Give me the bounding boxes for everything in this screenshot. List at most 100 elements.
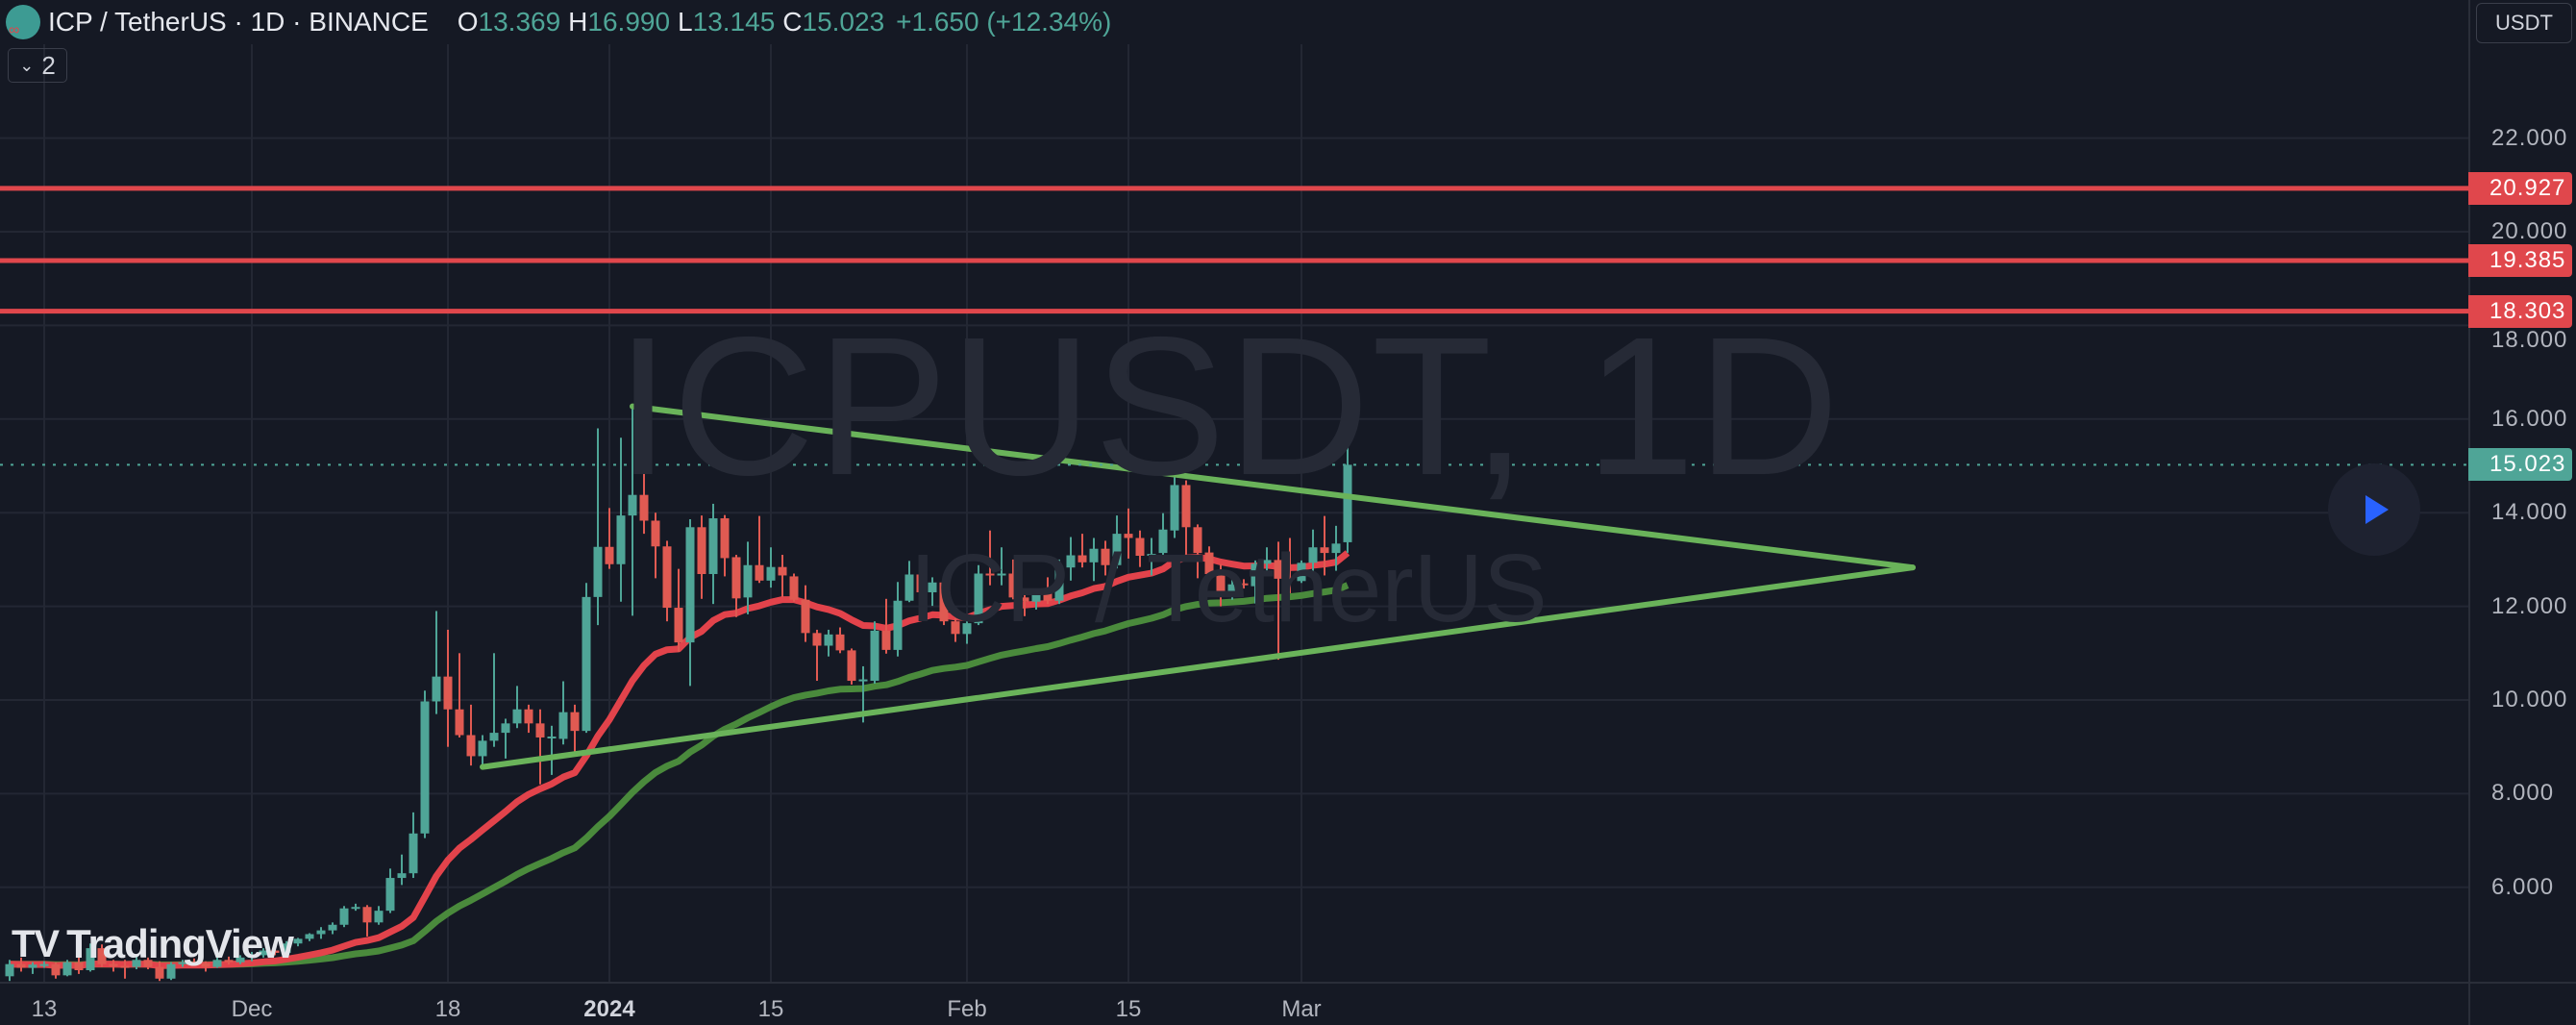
currency-button[interactable]: USDT xyxy=(2476,3,2572,43)
candle xyxy=(685,519,695,687)
candle xyxy=(39,961,49,968)
replay-button[interactable] xyxy=(2328,463,2420,556)
time-tick-label: 15 xyxy=(757,996,784,1022)
candle-body xyxy=(16,963,26,968)
candle-body xyxy=(374,911,384,923)
candle xyxy=(489,653,499,747)
candle-body xyxy=(1043,592,1053,601)
candle-body xyxy=(1308,547,1318,563)
candle xyxy=(1274,541,1283,661)
tradingview-logo[interactable]: TV TradingView xyxy=(12,921,294,967)
candle-body xyxy=(166,963,176,979)
candle-body xyxy=(132,960,141,967)
candle-body xyxy=(316,930,326,935)
candle-body xyxy=(1008,573,1018,598)
candle-body xyxy=(1077,555,1087,562)
logo-text: TradingView xyxy=(66,921,294,966)
candle-body xyxy=(1216,573,1226,592)
candle xyxy=(282,940,291,954)
time-tick-label: 15 xyxy=(1115,996,1142,1022)
candle xyxy=(316,927,326,939)
candle-body xyxy=(109,963,118,966)
candle xyxy=(697,515,706,599)
candle-body xyxy=(1112,534,1122,565)
time-tick-label: Mar xyxy=(1281,996,1322,1022)
price-tick-label: 12.000 xyxy=(2491,592,2568,619)
open-label: O xyxy=(457,7,479,37)
candle-body xyxy=(1147,554,1156,557)
candle-body xyxy=(1158,529,1168,554)
candle-body xyxy=(155,966,164,979)
candle-body xyxy=(28,964,37,968)
candle xyxy=(916,561,926,597)
indicators-count: 2 xyxy=(41,50,56,80)
candle xyxy=(466,704,476,766)
candle xyxy=(651,512,660,579)
candle-body xyxy=(478,740,487,757)
candle xyxy=(755,515,764,584)
candle-body xyxy=(443,676,453,710)
candle xyxy=(547,725,557,775)
candle-body xyxy=(639,494,649,521)
candle-body xyxy=(1297,562,1306,582)
price-axis-border xyxy=(2468,0,2470,1025)
candle-body xyxy=(397,873,407,879)
candle-body xyxy=(1181,485,1191,528)
candle-body xyxy=(801,599,810,634)
candle-body xyxy=(409,833,418,874)
candle-body xyxy=(951,621,960,635)
candle xyxy=(570,704,580,752)
candle xyxy=(1308,529,1318,575)
candle-body xyxy=(697,527,706,574)
candle xyxy=(224,956,234,965)
candle xyxy=(97,944,107,967)
candle xyxy=(86,943,95,972)
candle xyxy=(1054,559,1064,605)
candle xyxy=(847,648,856,685)
candle xyxy=(1008,559,1018,600)
candle xyxy=(835,627,845,654)
candle xyxy=(1181,480,1191,559)
candle xyxy=(201,961,211,972)
candle xyxy=(720,514,730,577)
trendline xyxy=(480,564,1916,770)
candle-body xyxy=(824,634,833,646)
candle-body xyxy=(985,573,995,576)
candle xyxy=(432,611,441,714)
time-tick-label: 13 xyxy=(31,996,58,1022)
candle xyxy=(1262,547,1272,574)
candle-body xyxy=(259,950,268,956)
candle-body xyxy=(328,924,337,931)
symbol-logo-icon: ∞ xyxy=(6,5,40,39)
candle-body xyxy=(835,634,845,651)
indicators-toggle-button[interactable]: ⌄ 2 xyxy=(8,48,67,83)
candle-body xyxy=(651,520,660,547)
close-label: C xyxy=(782,7,803,37)
candle-body xyxy=(178,962,187,964)
level-price-label[interactable]: 20.927 xyxy=(2468,171,2572,205)
price-tick-label: 20.000 xyxy=(2491,217,2568,244)
candle xyxy=(443,629,453,747)
candle-body xyxy=(1285,577,1295,580)
candle xyxy=(939,578,949,626)
candle-body xyxy=(605,546,614,564)
level-price-label[interactable]: 19.385 xyxy=(2468,243,2572,277)
candle xyxy=(339,906,349,928)
level-price-label[interactable]: 18.303 xyxy=(2468,294,2572,328)
candle-body xyxy=(743,564,753,598)
candle-body xyxy=(455,709,464,736)
candle-body xyxy=(881,630,891,650)
tradingview-logo-icon: TV xyxy=(12,922,60,965)
price-tick-label: 22.000 xyxy=(2491,124,2568,151)
candle xyxy=(974,564,983,626)
candle-body xyxy=(685,527,695,643)
candle-body xyxy=(339,908,349,925)
time-tick-label: 2024 xyxy=(583,996,635,1022)
symbol-title[interactable]: ICP / TetherUS · 1D · BINANCE xyxy=(48,7,429,37)
candle xyxy=(593,428,603,626)
close-value: 15.023 xyxy=(802,7,885,37)
candle-body xyxy=(1101,548,1110,565)
candle-body xyxy=(1251,563,1260,587)
candle-body xyxy=(778,566,787,576)
